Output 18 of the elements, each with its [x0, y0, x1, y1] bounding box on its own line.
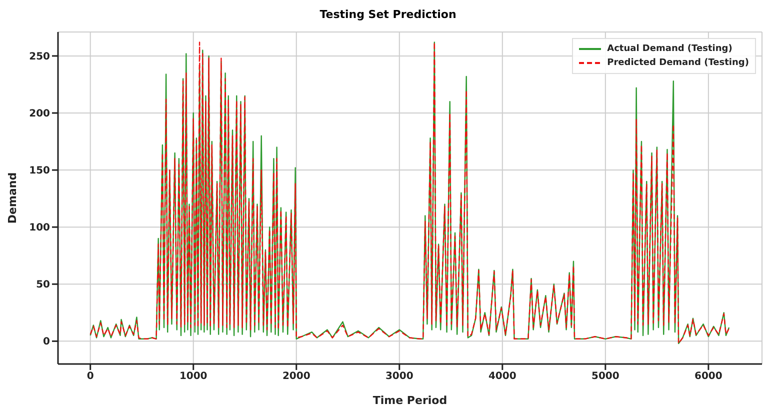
y-axis-title: Demand [6, 172, 19, 224]
x-tick-label: 0 [86, 371, 94, 382]
y-tick-label: 250 [29, 52, 50, 63]
x-tick-label: 2000 [282, 371, 310, 382]
y-tick-label: 150 [29, 166, 50, 177]
y-tick-label: 50 [36, 280, 50, 291]
x-tick-label: 5000 [591, 371, 620, 382]
y-tick-label: 0 [43, 336, 50, 348]
legend-label: Predicted Demand (Testing) [607, 58, 749, 68]
y-tick-label: 100 [29, 222, 50, 234]
x-tick-label: 6000 [694, 371, 722, 382]
y-tick-label: 200 [29, 108, 50, 120]
legend-label: Actual Demand (Testing) [607, 44, 732, 54]
x-tick-label: 4000 [488, 371, 516, 382]
x-axis-title: Time Period [372, 394, 448, 407]
x-tick-label: 3000 [385, 371, 414, 382]
chart-title: Testing Set Prediction [318, 8, 458, 23]
x-tick-label: 1000 [179, 371, 208, 382]
